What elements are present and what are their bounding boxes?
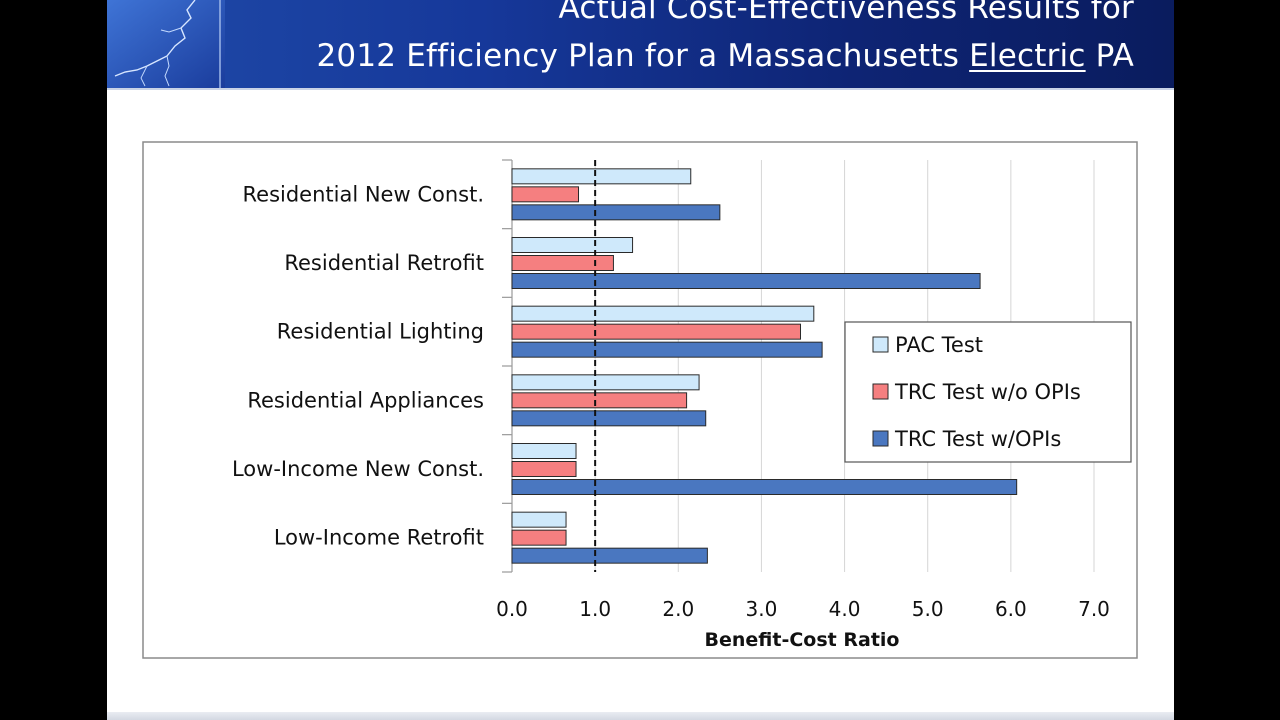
- tick-label: 0.0: [496, 597, 528, 621]
- bar: [511, 305, 815, 322]
- tick-label: 4.0: [829, 597, 861, 621]
- category-label: Residential Retrofit: [284, 251, 484, 275]
- category-label: Residential Lighting: [277, 320, 484, 344]
- tick-label: 1.0: [579, 597, 611, 621]
- bar: [511, 511, 567, 528]
- title-line-2-suffix: PA: [1085, 38, 1134, 74]
- category-label: Low-Income Retrofit: [274, 526, 484, 550]
- legend-label: TRC Test w/o OPIs: [894, 380, 1081, 404]
- bar: [511, 237, 634, 253]
- bar: [511, 443, 577, 459]
- lightning-graphic: [107, 0, 225, 88]
- bar: [511, 186, 580, 203]
- legend: PAC Test TRC Test w/o OPIs TRC Test w/OPIs: [844, 321, 1132, 463]
- bar: [511, 410, 707, 427]
- legend-label: TRC Test w/OPIs: [894, 427, 1061, 451]
- slide-title: Actual Cost-Effectiveness Results for 20…: [214, 0, 1134, 80]
- bar: [511, 255, 614, 271]
- tick-label: 2.0: [662, 597, 694, 621]
- title-underlined-word: Electric: [969, 38, 1086, 74]
- bar: [511, 529, 567, 546]
- title-line-1: Actual Cost-Effectiveness Results for: [558, 0, 1134, 26]
- title-line-2: 2012 Efficiency Plan for a Massachusetts…: [214, 32, 1134, 80]
- category-label: Residential Appliances: [247, 388, 484, 412]
- header-rule: [107, 88, 1174, 90]
- category-label: Low-Income New Const.: [232, 457, 484, 481]
- bar: [511, 392, 688, 409]
- category-labels: Residential New Const. Residential Retrof…: [232, 182, 484, 549]
- bar: [511, 168, 692, 185]
- tick-label: 5.0: [912, 597, 944, 621]
- bar: [511, 461, 577, 477]
- slide-header: Actual Cost-Effectiveness Results for 20…: [107, 0, 1174, 88]
- legend-swatch: [872, 383, 889, 400]
- title-line-2-prefix: 2012 Efficiency Plan for a Massachusetts: [316, 38, 970, 74]
- bar: [511, 479, 1018, 495]
- bar: [511, 374, 700, 391]
- bar: [511, 204, 721, 221]
- bar: [511, 547, 708, 564]
- bar: [511, 323, 802, 340]
- tick-label: 6.0: [995, 597, 1027, 621]
- x-axis-title: Benefit-Cost Ratio: [705, 629, 900, 651]
- tick-label: 3.0: [746, 597, 778, 621]
- legend-label: PAC Test: [895, 333, 983, 357]
- bars: [511, 168, 1018, 564]
- legend-box: [844, 321, 1132, 463]
- bar: [511, 273, 981, 289]
- tick-labels: 0.0 1.0 2.0 3.0 4.0 5.0 6.0 7.0: [496, 597, 1110, 621]
- category-axis: [502, 159, 513, 573]
- tick-label: 7.0: [1078, 597, 1110, 621]
- legend-swatch: [872, 336, 889, 353]
- legend-swatch: [872, 430, 889, 447]
- category-label: Residential New Const.: [243, 182, 485, 206]
- bar: [511, 341, 823, 358]
- footer-band: [107, 712, 1174, 720]
